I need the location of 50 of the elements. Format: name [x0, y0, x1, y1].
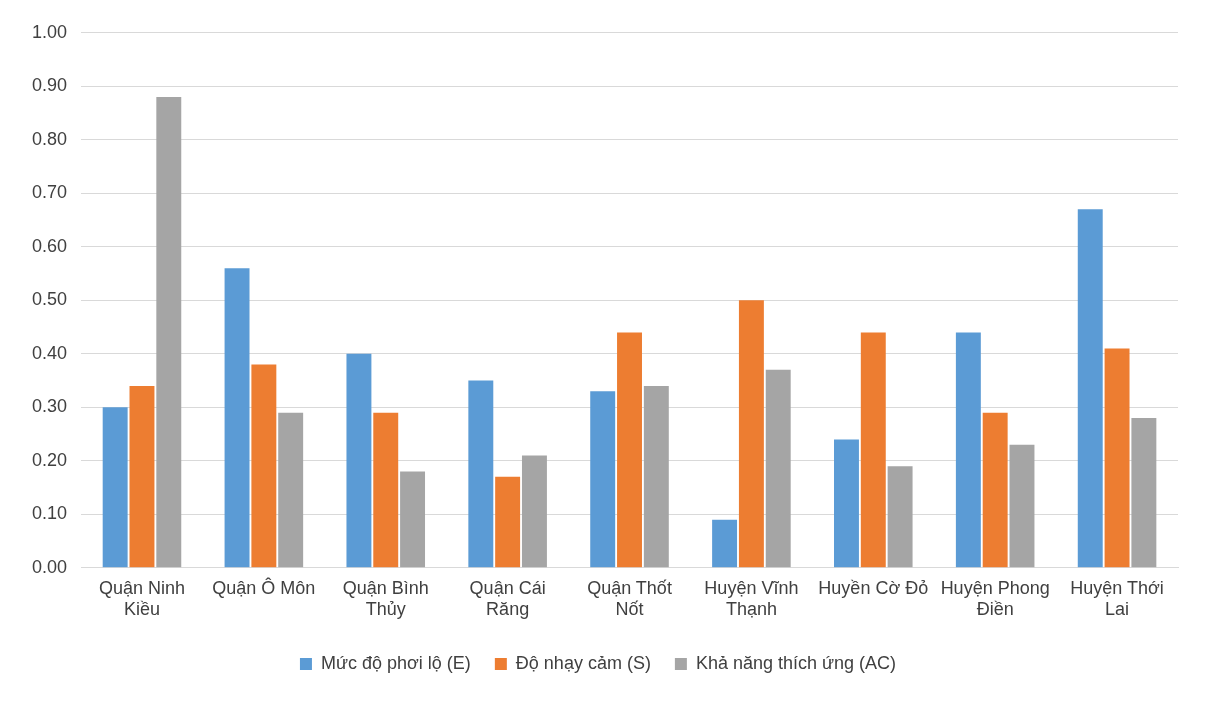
x-tick-label: Huyện Phong Điền	[940, 577, 1050, 620]
x-tick-label: Huyền Cờ Đỏ	[818, 577, 929, 598]
bar	[955, 332, 981, 568]
bar	[102, 407, 128, 568]
y-tick-label: 0.10	[31, 503, 68, 524]
bar	[738, 300, 764, 568]
x-tick-label: Huyện Vĩnh Thạnh	[704, 577, 799, 620]
legend-label: Độ nhạy cảm (S)	[515, 652, 651, 673]
bar	[373, 412, 399, 568]
y-tick-label: 1.00	[31, 21, 68, 42]
bar	[129, 385, 155, 568]
x-tick-label: Huyện Thới Lai	[1070, 577, 1164, 620]
x-tick-label: Quận Cái Răng	[469, 577, 546, 620]
y-tick-label: 0.00	[31, 556, 68, 577]
bar	[1077, 209, 1103, 568]
y-tick-label: 0.60	[31, 235, 68, 256]
bar	[982, 412, 1008, 568]
bar	[468, 380, 494, 568]
y-tick-label: 0.90	[31, 75, 68, 96]
y-tick-label: 0.50	[31, 289, 68, 310]
bar	[346, 353, 372, 568]
bar	[712, 519, 738, 568]
y-tick-label: 0.40	[31, 342, 68, 363]
bar	[643, 385, 669, 568]
bar	[1104, 348, 1130, 568]
y-tick-label: 0.20	[31, 449, 68, 470]
legend-label: Mức độ phơi lộ (E)	[320, 652, 471, 673]
bar	[834, 439, 859, 568]
x-tick-label: Quận Ô Môn	[212, 576, 316, 598]
bar	[887, 466, 913, 568]
bar	[521, 455, 547, 568]
y-tick-label: 0.80	[31, 128, 68, 149]
bar	[224, 268, 250, 568]
bar	[617, 332, 642, 568]
bar	[278, 412, 304, 568]
bar	[495, 476, 521, 568]
y-tick-label: 0.70	[31, 182, 68, 203]
bar	[400, 471, 426, 568]
bar	[251, 364, 277, 568]
bar	[156, 97, 182, 568]
bar	[765, 369, 791, 568]
bar	[1009, 444, 1035, 568]
bar	[1131, 418, 1157, 568]
x-tick-label: Quận Ninh Kiều	[98, 577, 186, 620]
x-tick-label: Quận Thốt Nốt	[587, 577, 672, 620]
bar	[590, 391, 616, 568]
x-tick-label: Quận Bình Thủy	[342, 577, 429, 620]
y-tick-label: 0.30	[31, 396, 68, 417]
legend-label: Khả năng thích ứng (AC)	[695, 652, 897, 673]
bar	[860, 332, 886, 568]
